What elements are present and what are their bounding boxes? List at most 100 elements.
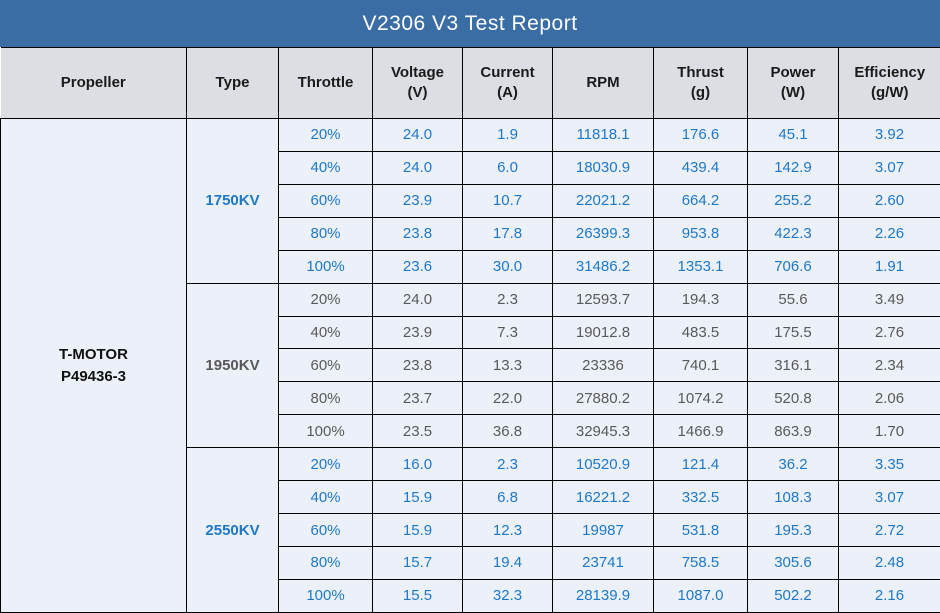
header-label: Type	[215, 73, 250, 91]
cell-throttle: 40%	[278, 150, 373, 185]
page-title: V2306 V3 Test Report	[362, 11, 578, 35]
table-row: 60% 23.9 10.7 22021.2 664.2 255.2 2.60	[1, 183, 940, 218]
cell-voltage: 16.0	[372, 447, 463, 482]
cell-thrust: 121.4	[653, 447, 748, 482]
cell-efficiency: 2.06	[838, 381, 940, 416]
cell-thrust: 953.8	[653, 216, 748, 251]
cell-throttle: 100%	[278, 414, 373, 449]
cell-power: 520.8	[747, 381, 839, 416]
cell-throttle: 100%	[278, 578, 373, 613]
cell-power: 175.5	[747, 315, 839, 350]
cell-thrust: 664.2	[653, 183, 748, 218]
cell-voltage: 23.6	[372, 249, 463, 284]
header-row: Propeller Type Throttle Voltage (V) Curr…	[0, 47, 940, 119]
table-row: 80% 15.7 19.4 23741 758.5 305.6 2.48	[1, 545, 940, 580]
cell-efficiency: 2.48	[838, 545, 940, 580]
header-unit: (g)	[690, 84, 711, 101]
column-header-efficiency: Efficiency (g/W)	[838, 47, 940, 119]
cell-rpm: 19987	[552, 513, 654, 547]
cell-rpm: 19012.8	[552, 315, 654, 350]
table-row: 2550KV 20% 16.0 2.3 10520.9 121.4 36.2 3.35	[1, 447, 940, 613]
cell-current: 2.3	[462, 447, 553, 482]
cell-rpm: 27880.2	[552, 381, 654, 416]
cell-throttle: 40%	[278, 480, 373, 515]
column-header-voltage: Voltage (V)	[372, 47, 463, 119]
table-row: 80% 23.7 22.0 27880.2 1074.2 520.8 2.06	[1, 381, 940, 416]
cell-current: 19.4	[462, 545, 553, 580]
cell-efficiency: 2.16	[838, 578, 940, 613]
cell-efficiency: 3.35	[838, 447, 940, 482]
cell-efficiency: 3.07	[838, 150, 940, 185]
cell-voltage: 24.0	[372, 282, 463, 317]
cell-rpm: 28139.9	[552, 578, 654, 613]
cell-power: 45.1	[747, 118, 839, 152]
cell-efficiency: 2.72	[838, 513, 940, 547]
cell-rpm: 31486.2	[552, 249, 654, 284]
cell-voltage: 23.8	[372, 216, 463, 251]
table-row: 40% 15.9 6.8 16221.2 332.5 108.3 3.07	[1, 480, 940, 515]
header-unit: (g/W)	[871, 84, 909, 101]
column-header-propeller: Propeller	[0, 47, 187, 119]
cell-voltage: 15.9	[372, 480, 463, 515]
propeller-line1: T-MOTOR	[59, 345, 128, 363]
cell-thrust: 439.4	[653, 150, 748, 185]
cell-efficiency: 2.60	[838, 183, 940, 218]
propeller-cell: T-MOTOR P49436-3	[0, 118, 187, 613]
cell-efficiency: 3.07	[838, 480, 940, 515]
header-unit: (A)	[497, 84, 518, 101]
table-row: 1950KV 20% 24.0 2.3 12593.7 194.3 55.6 3.49	[1, 282, 940, 449]
table-header: Propeller Type Throttle Voltage (V) Curr…	[0, 47, 940, 119]
cell-efficiency: 1.91	[838, 249, 940, 284]
cell-power: 706.6	[747, 249, 839, 284]
cell-thrust: 531.8	[653, 513, 748, 547]
table-row: 80% 23.8 17.8 26399.3 953.8 422.3 2.26	[1, 216, 940, 251]
cell-rpm: 18030.9	[552, 150, 654, 185]
cell-thrust: 332.5	[653, 480, 748, 515]
cell-throttle: 60%	[278, 513, 373, 547]
cell-current: 2.3	[462, 282, 553, 317]
cell-rpm: 10520.9	[552, 447, 654, 482]
cell-current: 7.3	[462, 315, 553, 350]
table-row: T-MOTOR P49436-3 1750KV 20% 24.0 1.9 11818.1 17…	[0, 118, 940, 613]
header-label: Power	[770, 63, 816, 81]
column-header-rpm: RPM	[552, 47, 654, 119]
column-header-current: Current (A)	[462, 47, 553, 119]
cell-thrust: 1074.2	[653, 381, 748, 416]
cell-throttle: 20%	[278, 282, 373, 317]
cell-power: 55.6	[747, 282, 839, 317]
cell-rpm: 26399.3	[552, 216, 654, 251]
report-table: Propeller Type Throttle Voltage (V) Curr…	[0, 47, 940, 613]
cell-rpm: 23741	[552, 545, 654, 580]
cell-efficiency: 2.76	[838, 315, 940, 350]
cell-current: 12.3	[462, 513, 553, 547]
cell-power: 195.3	[747, 513, 839, 547]
cell-rpm: 11818.1	[552, 118, 654, 152]
cell-thrust: 758.5	[653, 545, 748, 580]
cell-throttle: 60%	[278, 183, 373, 218]
cell-efficiency: 3.49	[838, 282, 940, 317]
column-header-power: Power (W)	[747, 47, 839, 119]
cell-throttle: 100%	[278, 249, 373, 284]
cell-thrust: 176.6	[653, 118, 748, 152]
cell-throttle: 80%	[278, 545, 373, 580]
cell-efficiency: 3.92	[838, 118, 940, 152]
cell-power: 502.2	[747, 578, 839, 613]
cell-rpm: 23336	[552, 348, 654, 383]
cell-thrust: 1087.0	[653, 578, 748, 613]
column-header-type: Type	[186, 47, 279, 119]
cell-voltage: 24.0	[372, 118, 463, 152]
cell-rpm: 16221.2	[552, 480, 654, 515]
cell-voltage: 23.9	[372, 183, 463, 218]
cell-voltage: 23.8	[372, 348, 463, 383]
table-row: 100% 23.6 30.0 31486.2 1353.1 706.6 1.91	[1, 249, 940, 284]
cell-current: 22.0	[462, 381, 553, 416]
header-label: RPM	[586, 73, 620, 91]
table-row: 60% 23.8 13.3 23336 740.1 316.1 2.34	[1, 348, 940, 383]
header-label: Efficiency	[854, 63, 926, 81]
cell-thrust: 740.1	[653, 348, 748, 383]
header-label: Current	[480, 63, 535, 81]
header-label: Voltage	[390, 63, 445, 81]
cell-rpm: 12593.7	[552, 282, 654, 317]
cell-voltage: 24.0	[372, 150, 463, 185]
